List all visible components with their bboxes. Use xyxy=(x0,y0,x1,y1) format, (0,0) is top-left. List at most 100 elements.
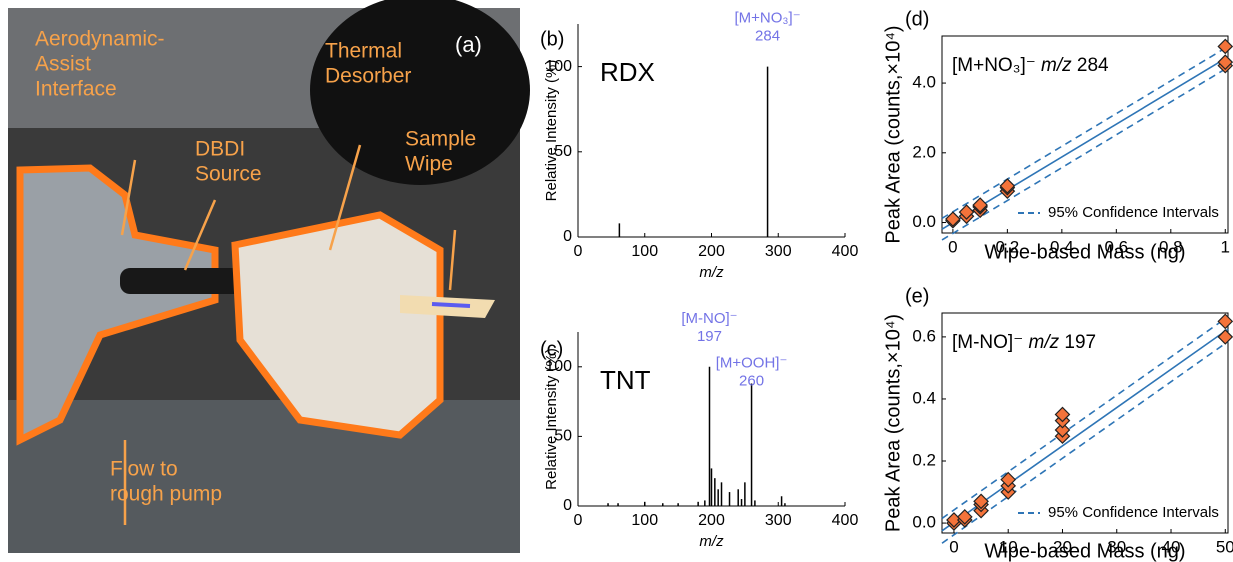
y-tick-label: 0.4 xyxy=(912,388,936,407)
x-tick-label: 0 xyxy=(574,243,583,260)
annotation-mz: 284 xyxy=(1077,55,1109,76)
peak-ion-label: [M+OOH]⁻ xyxy=(716,354,788,371)
x-tick-label: 0.4 xyxy=(1050,237,1074,256)
data-point xyxy=(1217,329,1233,345)
y-axis-label: Relative Intensity (%) xyxy=(543,60,560,202)
y-tick-label: 50 xyxy=(554,428,572,445)
data-point xyxy=(956,509,973,525)
y-tick-label: 0.0 xyxy=(912,513,936,532)
photo-label: Source xyxy=(195,163,262,186)
x-tick-label: 200 xyxy=(698,243,725,260)
x-tick-label: 0 xyxy=(574,512,583,529)
x-tick-label: 100 xyxy=(631,243,658,260)
y-tick-label: 100 xyxy=(545,358,572,375)
x-tick-label: 0.8 xyxy=(1159,237,1183,256)
x-tick-label: 20 xyxy=(1053,537,1072,556)
data-point xyxy=(1000,471,1017,488)
photo-label: Assist xyxy=(35,53,91,76)
x-tick-label: 300 xyxy=(765,512,792,529)
fit-line xyxy=(941,328,1229,532)
panel-label: (c) xyxy=(540,338,563,360)
photo-source xyxy=(120,268,250,294)
x-axis-label: Wipe-based Mass (ng) xyxy=(984,241,1185,263)
y-tick-label: 0.6 xyxy=(912,326,936,345)
confidence-line xyxy=(941,66,1229,241)
x-tick-label: 10 xyxy=(999,537,1018,556)
x-tick-label: 300 xyxy=(765,243,792,260)
y-axis-label: Peak Area (counts,×10⁴) xyxy=(882,25,904,243)
annotation-mz-label: m/z xyxy=(1041,55,1072,76)
annotation: [M+NO₃]⁻ m/z 284 xyxy=(952,55,1109,76)
y-tick-label: 0 xyxy=(563,228,572,245)
data-point xyxy=(1217,313,1233,330)
x-tick-label: 0.2 xyxy=(996,237,1020,256)
sample-label: RDX xyxy=(600,57,655,87)
panel-label: (d) xyxy=(905,8,929,30)
data-point xyxy=(973,493,989,510)
y-tick-label: 0 xyxy=(563,497,572,514)
panel-label: (b) xyxy=(540,28,564,50)
photo-port xyxy=(310,0,530,185)
data-point xyxy=(958,204,975,220)
photo-label: Wipe xyxy=(405,153,453,176)
photo-label: Aerodynamic- xyxy=(35,28,165,51)
y-tick-label: 0.2 xyxy=(912,450,936,469)
x-tick-label: 0 xyxy=(949,537,958,556)
data-point xyxy=(1217,54,1233,70)
y-axis-label: Relative Intensity (%) xyxy=(543,348,560,490)
peak-mz-label: 284 xyxy=(755,28,780,45)
annotation: [M-NO]⁻ m/z 197 xyxy=(952,332,1096,353)
photo-desorber xyxy=(231,211,444,439)
y-tick-label: 100 xyxy=(545,58,572,75)
data-point xyxy=(999,178,1016,194)
data-point xyxy=(1054,422,1071,438)
x-axis-label: Wipe-based Mass (ng) xyxy=(984,540,1185,562)
annotation-ion: [M+NO₃]⁻ xyxy=(952,55,1036,76)
photo-rail xyxy=(8,400,520,553)
confidence-line xyxy=(941,316,1229,520)
panel-label: (e) xyxy=(905,285,929,307)
photo-label: Interface xyxy=(35,78,117,101)
x-tick-label: 50 xyxy=(1216,537,1233,556)
peak-mz-label: 260 xyxy=(739,372,764,389)
x-tick-label: 400 xyxy=(832,243,859,260)
photo-label: DBDI xyxy=(195,138,245,161)
data-point xyxy=(972,197,988,213)
annotation-ion: [M-NO]⁻ xyxy=(952,332,1023,353)
legend-label: 95% Confidence Intervals xyxy=(1048,204,1219,221)
sample-label: TNT xyxy=(600,365,651,395)
plot-frame xyxy=(941,35,1229,234)
x-tick-label: 40 xyxy=(1162,537,1181,556)
photo-arrow xyxy=(431,302,471,308)
confidence-line xyxy=(941,340,1229,544)
photo: (a) xyxy=(8,0,530,553)
x-tick-label: 30 xyxy=(1107,537,1126,556)
x-tick-label: 200 xyxy=(698,512,725,529)
x-tick-label: 0 xyxy=(948,237,957,256)
y-axis-label: Peak Area (counts,×10⁴) xyxy=(882,314,904,532)
fit-line xyxy=(941,56,1229,230)
x-tick-label: 1 xyxy=(1221,237,1230,256)
data-point xyxy=(945,211,961,227)
photo-label: rough pump xyxy=(110,483,222,506)
peak-ion-label: [M-NO]⁻ xyxy=(681,310,737,327)
y-tick-label: 0.0 xyxy=(912,212,936,231)
x-axis-label: m/z xyxy=(699,533,724,550)
plot-frame xyxy=(941,312,1229,534)
peak-ion-label: [M+NO₃]⁻ xyxy=(735,10,801,27)
x-tick-label: 0.6 xyxy=(1105,237,1129,256)
annotation-mz: 197 xyxy=(1064,332,1096,353)
photo-label: Thermal xyxy=(325,40,402,63)
y-tick-label: 2.0 xyxy=(912,142,936,161)
panel-label: (a) xyxy=(455,32,482,57)
y-tick-label: 50 xyxy=(554,143,572,160)
annotation-mz-label: m/z xyxy=(1029,332,1060,353)
photo-label: Sample xyxy=(405,128,476,151)
data-point xyxy=(1054,406,1071,423)
x-tick-label: 400 xyxy=(832,512,859,529)
photo-label: Flow to xyxy=(110,458,178,481)
photo-pointers xyxy=(120,144,457,525)
data-point xyxy=(1217,38,1233,55)
y-tick-label: 4.0 xyxy=(912,73,936,92)
